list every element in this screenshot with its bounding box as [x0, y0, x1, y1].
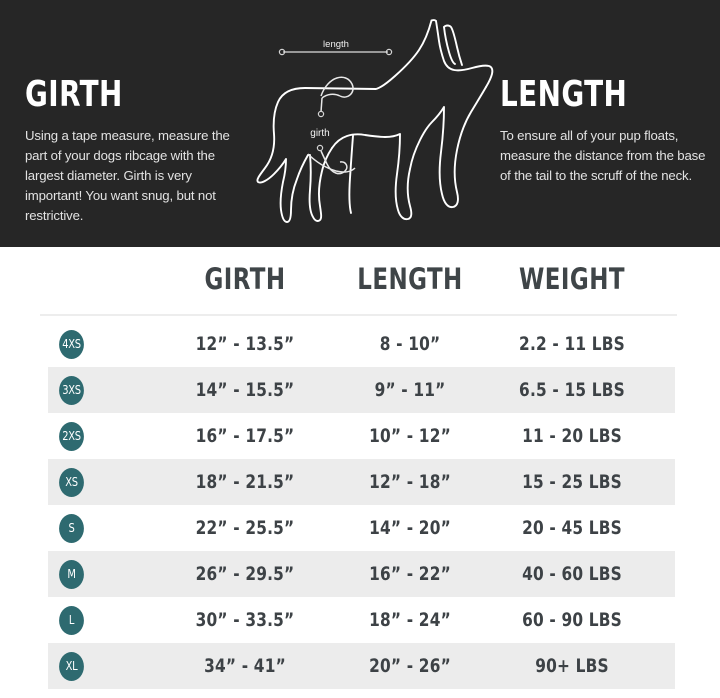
size-table: GIRTH LENGTH WEIGHT 4XS 12” - 13.5” 8 - 10… [0, 247, 720, 698]
column-header-weight: WEIGHT [519, 262, 625, 296]
size-badge: 2XS [59, 422, 84, 451]
cell-length: 8 - 10” [379, 333, 441, 355]
length-description: To ensure all of your pup floats, measur… [500, 128, 706, 183]
cell-weight: 11 - 20 LBS [522, 425, 622, 447]
table-row: 3XS 14” - 15.5” 9” - 11” 6.5 - 15 LBS [0, 367, 720, 413]
cell-length: 16” - 22” [369, 563, 451, 585]
dog-diagram: length girth [248, 14, 498, 242]
cell-length: 10” - 12” [369, 425, 451, 447]
cell-girth: 12” - 13.5” [195, 333, 295, 355]
table-row: S 22” - 25.5” 14” - 20” 20 - 45 LBS [0, 505, 720, 551]
table-row: XL 34” - 41” 20” - 26” 90+ LBS [0, 643, 720, 689]
cell-length: 20” - 26” [369, 655, 451, 677]
size-badge: XS [59, 468, 84, 497]
row-stripe [48, 643, 675, 689]
cell-girth: 34” - 41” [204, 655, 286, 677]
size-badge: 3XS [59, 376, 84, 405]
table-body: 4XS 12” - 13.5” 8 - 10” 2.2 - 11 LBS 3XS 14” … [0, 321, 720, 689]
cell-girth: 14” - 15.5” [195, 379, 295, 401]
cell-length: 18” - 24” [369, 609, 451, 631]
column-header-girth: GIRTH [204, 262, 286, 296]
length-heading: LENGTH [500, 74, 628, 115]
cell-girth: 26” - 29.5” [195, 563, 295, 585]
cell-length: 9” - 11” [374, 379, 446, 401]
size-badge: 4XS [59, 330, 84, 359]
table-row: 2XS 16” - 17.5” 10” - 12” 11 - 20 LBS [0, 413, 720, 459]
size-badge: L [59, 606, 84, 635]
length-measure-label: length [323, 39, 349, 50]
size-badge: S [59, 514, 84, 543]
dog-outline-svg: length girth [256, 19, 494, 223]
row-stripe [48, 459, 675, 505]
row-stripe [48, 551, 675, 597]
dog-body-path [256, 19, 494, 223]
cell-weight: 15 - 25 LBS [522, 471, 622, 493]
cell-length: 12” - 18” [369, 471, 451, 493]
size-badge: M [59, 560, 84, 589]
girth-description: Using a tape measure, measure the part o… [25, 128, 230, 223]
cell-girth: 18” - 21.5” [195, 471, 295, 493]
cell-weight: 90+ LBS [535, 655, 609, 677]
length-info-column: LENGTH To ensure all of your pup floats,… [500, 76, 715, 186]
cell-girth: 16” - 17.5” [195, 425, 295, 447]
header-divider [40, 314, 677, 316]
cell-weight: 2.2 - 11 LBS [519, 333, 625, 355]
cell-length: 14” - 20” [369, 517, 451, 539]
column-header-length: LENGTH [357, 262, 463, 296]
cell-girth: 30” - 33.5” [195, 609, 295, 631]
cell-weight: 20 - 45 LBS [522, 517, 622, 539]
table-column-headers: GIRTH LENGTH WEIGHT [0, 263, 720, 309]
cell-weight: 6.5 - 15 LBS [519, 379, 625, 401]
cell-weight: 40 - 60 LBS [522, 563, 622, 585]
girth-measure-loop [317, 76, 354, 118]
girth-heading: GIRTH [25, 74, 123, 115]
table-row: L 30” - 33.5” 18” - 24” 60 - 90 LBS [0, 597, 720, 643]
girth-measure-lower [307, 144, 356, 175]
table-row: 4XS 12” - 13.5” 8 - 10” 2.2 - 11 LBS [0, 321, 720, 367]
cell-girth: 22” - 25.5” [195, 517, 295, 539]
table-row: M 26” - 29.5” 16” - 22” 40 - 60 LBS [0, 551, 720, 597]
length-measure-line [278, 48, 393, 56]
girth-measure-label: girth [310, 128, 329, 139]
cell-weight: 60 - 90 LBS [522, 609, 622, 631]
hero-section: GIRTH Using a tape measure, measure the … [0, 0, 720, 247]
table-row: XS 18” - 21.5” 12” - 18” 15 - 25 LBS [0, 459, 720, 505]
size-badge: XL [59, 652, 84, 681]
row-stripe [48, 367, 675, 413]
girth-info-column: GIRTH Using a tape measure, measure the … [25, 76, 240, 226]
